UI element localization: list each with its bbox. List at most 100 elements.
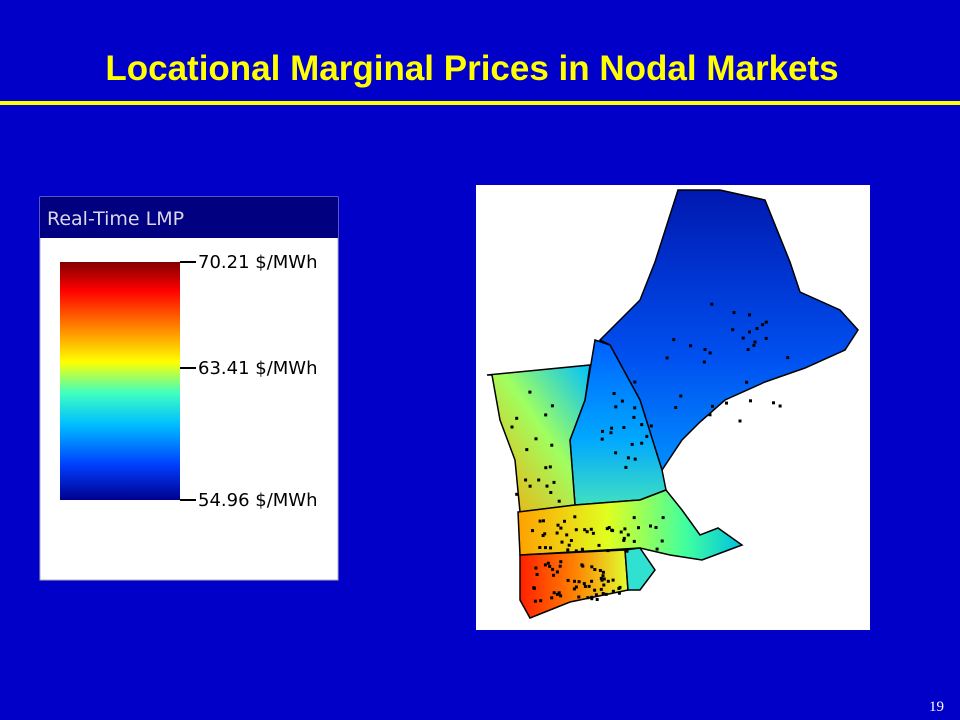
node-marker: [573, 515, 577, 519]
node-marker: [600, 578, 604, 582]
color-legend: Real-Time LMP 70.21 $/MWh 63.41 $/MWh 54…: [39, 196, 339, 581]
node-marker: [537, 478, 541, 482]
node-marker: [708, 351, 712, 355]
node-marker: [778, 404, 782, 408]
node-marker: [595, 598, 599, 601]
legend-header: [40, 197, 338, 238]
node-marker: [585, 530, 589, 534]
node-marker: [601, 570, 605, 574]
node-marker: [672, 338, 676, 342]
node-marker: [574, 549, 578, 553]
node-marker: [600, 437, 604, 441]
node-marker: [534, 566, 538, 570]
node-marker: [557, 591, 561, 595]
node-marker: [649, 424, 653, 428]
node-marker: [525, 448, 529, 452]
node-marker: [609, 431, 613, 435]
node-marker: [645, 434, 649, 438]
node-marker: [748, 313, 751, 317]
node-marker: [755, 327, 759, 330]
lmp-map: [476, 185, 870, 630]
slide-title: Locational Marginal Prices in Nodal Mark…: [105, 49, 838, 88]
node-marker: [732, 311, 736, 315]
node-marker: [556, 523, 560, 527]
node-marker: [661, 516, 665, 520]
node-marker: [565, 533, 569, 537]
node-marker: [748, 330, 751, 334]
node-marker: [622, 426, 626, 429]
node-marker: [550, 596, 554, 600]
node-marker: [534, 437, 538, 441]
node-marker: [622, 538, 626, 542]
node-marker: [752, 343, 756, 347]
node-marker: [601, 574, 605, 578]
legend-tick-label: 54.96 $/MWh: [198, 490, 318, 511]
node-marker: [710, 302, 714, 306]
node-marker: [660, 539, 664, 543]
node-marker: [528, 390, 532, 394]
node-marker: [559, 526, 563, 530]
node-marker: [583, 528, 587, 532]
node-markers: [510, 302, 790, 603]
node-marker: [594, 593, 598, 597]
node-marker: [589, 527, 593, 531]
node-marker: [601, 429, 604, 433]
page-number: 19: [929, 699, 944, 715]
node-marker: [618, 585, 622, 589]
node-marker: [515, 416, 519, 420]
node-marker: [604, 592, 608, 596]
node-marker: [597, 543, 601, 547]
node-marker: [539, 599, 543, 603]
node-marker: [625, 549, 629, 553]
node-marker: [602, 577, 606, 581]
node-marker: [573, 579, 576, 583]
node-marker: [731, 328, 735, 332]
legend-tick-label: 70.21 $/MWh: [198, 252, 318, 273]
node-marker: [550, 404, 554, 408]
node-marker: [550, 443, 554, 447]
node-marker: [548, 564, 552, 568]
node-marker: [632, 516, 636, 520]
node-marker: [745, 380, 749, 384]
node-marker: [610, 426, 614, 430]
node-marker: [601, 592, 605, 595]
node-marker: [614, 405, 618, 409]
node-marker: [581, 564, 585, 568]
node-marker: [532, 586, 536, 590]
node-marker: [599, 587, 603, 591]
node-marker: [741, 336, 745, 340]
node-marker: [599, 576, 603, 580]
node-marker: [665, 356, 669, 360]
node-marker: [772, 401, 775, 405]
node-marker: [725, 401, 728, 405]
legend-title: Real-Time LMP: [47, 208, 184, 230]
node-marker: [786, 356, 790, 360]
node-marker: [542, 519, 545, 523]
node-marker: [567, 543, 571, 547]
node-marker: [633, 380, 637, 384]
node-marker: [586, 596, 590, 600]
node-marker: [679, 394, 683, 398]
node-marker: [510, 425, 514, 429]
node-marker: [637, 526, 640, 530]
node-marker: [702, 360, 706, 364]
maine: [598, 189, 859, 472]
node-marker: [749, 399, 752, 403]
node-marker: [582, 582, 586, 586]
node-marker: [746, 348, 750, 351]
rhode-island: [624, 547, 656, 591]
node-marker: [544, 466, 548, 470]
node-marker: [552, 573, 555, 577]
node-marker: [566, 548, 570, 552]
node-marker: [538, 519, 542, 523]
node-marker: [674, 406, 678, 409]
node-marker: [605, 527, 609, 531]
legend-tick-label: 63.41 $/MWh: [198, 358, 318, 379]
node-marker: [555, 531, 559, 535]
node-marker: [738, 419, 742, 423]
node-marker: [649, 524, 652, 528]
node-marker: [630, 442, 634, 446]
node-marker: [577, 595, 581, 599]
node-marker: [611, 578, 615, 582]
node-marker: [555, 570, 559, 574]
